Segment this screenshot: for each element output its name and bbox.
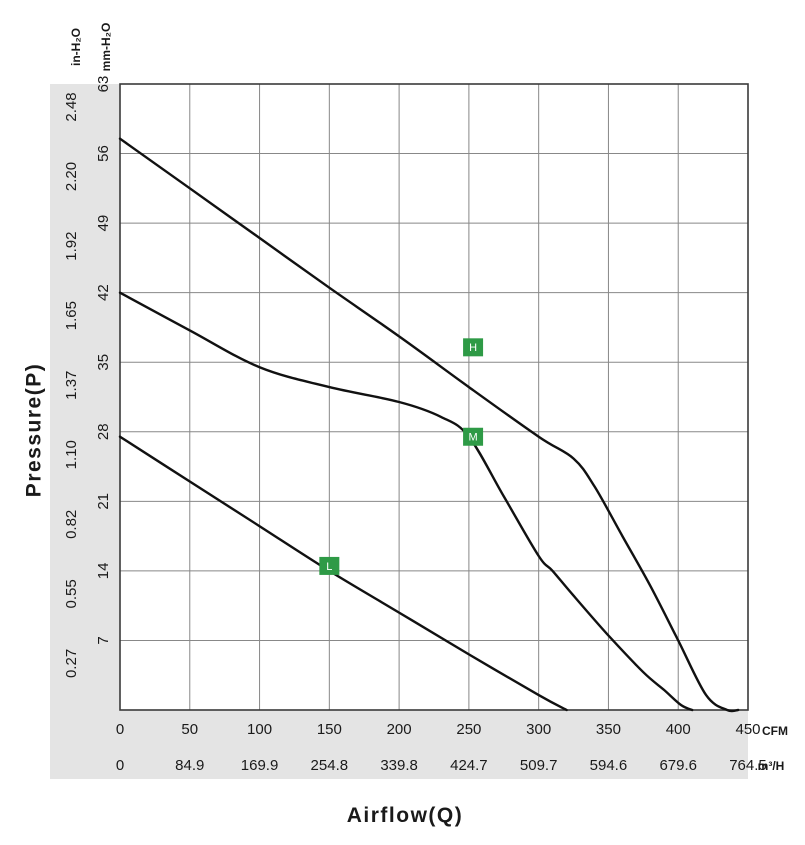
plot-frame (119, 83, 749, 711)
x-tick-label: 200 (387, 721, 412, 738)
marker-l: L (319, 556, 340, 575)
x-tick-label: 250 (456, 721, 481, 738)
x-tick-label-secondary: 424.7 (450, 757, 488, 774)
y-tick-label: 42 (95, 284, 112, 301)
y-tick-label: 21 (95, 493, 112, 510)
y-tick-label-secondary: 1.65 (63, 301, 80, 330)
curve-h (118, 137, 740, 713)
curves (118, 137, 740, 713)
y-tick-label-secondary: 2.48 (63, 92, 80, 121)
x-unit-secondary: m³/H (758, 759, 785, 773)
y-ticks: 7 0.27 14 0.55 21 0.82 28 1.10 35 1.37 42 1.65 49 1.9… (63, 76, 112, 678)
x-tick-label-secondary: 254.8 (311, 757, 349, 774)
y-tick-label-secondary: 1.10 (63, 440, 80, 469)
y-tick-label-secondary: 2.20 (63, 162, 80, 191)
x-tick-label-secondary: 84.9 (175, 757, 204, 774)
marker-label: M (468, 432, 477, 444)
x-tick-label: 150 (317, 721, 342, 738)
y-tick-label: 35 (95, 354, 112, 371)
x-ticks: 0 0 50 84.9 100 169.9 150 254.8 200 339.8 250 424.7… (116, 721, 767, 774)
x-tick-label: 450 (735, 721, 760, 738)
curve-m (118, 291, 694, 712)
y-tick-label: 28 (95, 423, 112, 440)
y-unit-primary: mm-H₂O (99, 23, 113, 72)
grid (120, 84, 748, 710)
x-tick-label: 350 (596, 721, 621, 738)
marker-label: H (469, 342, 477, 354)
marker-label: L (326, 561, 332, 573)
x-tick-label: 50 (181, 721, 198, 738)
x-tick-label-secondary: 679.6 (659, 757, 697, 774)
x-tick-label-secondary: 509.7 (520, 757, 558, 774)
x-tick-label: 0 (116, 721, 124, 738)
y-unit-secondary: in-H₂O (69, 28, 83, 66)
x-tick-label: 300 (526, 721, 551, 738)
x-axis-panel (90, 710, 748, 779)
curve-l (118, 435, 568, 712)
x-axis-title: Airflow(Q) (347, 804, 463, 827)
marker-m: M (463, 427, 484, 446)
x-tick-label-secondary: 764.5 (729, 757, 767, 774)
curve-markers: H M L (319, 338, 484, 575)
x-tick-label: 400 (666, 721, 691, 738)
y-axis-title: Pressure(P) (23, 363, 46, 497)
y-tick-label: 56 (95, 145, 112, 162)
y-tick-label-secondary: 0.55 (63, 579, 80, 608)
x-tick-label: 100 (247, 721, 272, 738)
x-unit-primary: CFM (762, 724, 788, 738)
x-tick-label-secondary: 0 (116, 757, 124, 774)
x-tick-label-secondary: 339.8 (380, 757, 418, 774)
marker-box (319, 556, 340, 575)
y-tick-label: 63 (95, 76, 112, 93)
marker-box (463, 338, 484, 357)
marker-h: H (463, 338, 484, 357)
marker-box (463, 427, 484, 446)
y-tick-label: 14 (95, 563, 112, 580)
x-tick-label-secondary: 594.6 (590, 757, 628, 774)
y-tick-label-secondary: 0.27 (63, 649, 80, 678)
y-tick-label: 49 (95, 215, 112, 232)
y-tick-label-secondary: 1.92 (63, 232, 80, 261)
x-tick-label-secondary: 169.9 (241, 757, 279, 774)
y-tick-label-secondary: 0.82 (63, 510, 80, 539)
y-axis-panel (50, 84, 120, 779)
y-tick-label: 7 (95, 636, 112, 644)
y-tick-label-secondary: 1.37 (63, 371, 80, 400)
